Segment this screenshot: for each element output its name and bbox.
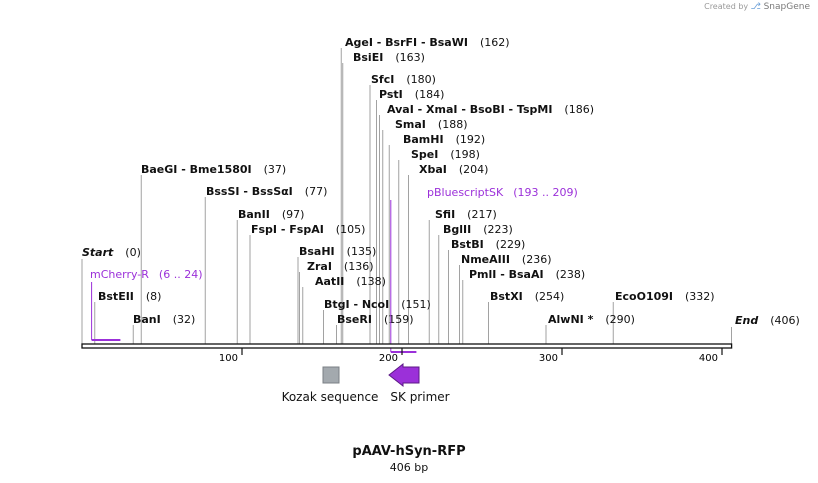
enzyme-sfii-label[interactable]: SfiI	[435, 208, 455, 221]
snapgene-credit: Created by ⎇ SnapGene	[704, 2, 810, 12]
enzyme-aatii-label[interactable]: AatII	[315, 275, 344, 288]
enzyme-avai-xmai-bsobi-tspmi-label[interactable]: AvaI - XmaI - BsoBI - TspMI	[387, 103, 552, 116]
enzyme-pmli-bsaai-label[interactable]: PmlI - BsaAI	[469, 268, 544, 281]
enzyme-ecoo109i-label[interactable]: EcoO109I	[615, 290, 673, 303]
marker-end-label: End	[735, 314, 758, 327]
feature-pbluescriptsk-range: (193 .. 209)	[513, 186, 578, 199]
enzyme-sfci-label[interactable]: SfcI	[371, 73, 394, 86]
enzyme-spei-site: (198)	[450, 148, 480, 161]
marker-start-label: Start	[82, 246, 114, 259]
enzyme-fspi-fspai-site: (105)	[336, 223, 366, 236]
enzyme-bani-label[interactable]: BanI	[133, 313, 161, 326]
marker-end-site: (406)	[770, 314, 800, 327]
enzyme-bsssi-bsss-i-site: (77)	[305, 185, 328, 198]
enzyme-bstbi-label[interactable]: BstBI	[451, 238, 484, 251]
feature-mcherry-r-range: (6 .. 24)	[159, 268, 203, 281]
kozak-sequence-box[interactable]	[322, 366, 340, 384]
plasmid-length: 406 bp	[389, 461, 429, 474]
credit-brand: SnapGene	[763, 2, 810, 12]
enzyme-baegi-bme1580i-label[interactable]: BaeGI - Bme1580I	[141, 163, 252, 176]
enzyme-agei-bsrfi-bsawi-label[interactable]: AgeI - BsrFI - BsaWI	[345, 36, 468, 49]
enzyme-bsahi-site: (135)	[347, 245, 377, 258]
enzyme-bamhi-label[interactable]: BamHI	[403, 133, 444, 146]
enzyme-nmeaiii-site: (236)	[522, 253, 552, 266]
enzyme-bamhi-site: (192)	[456, 133, 486, 146]
enzyme-bsiei-label[interactable]: BsiEI	[353, 51, 383, 64]
enzyme-pmli-bsaai-site: (238)	[556, 268, 586, 281]
axis-tick-label-400: 400	[699, 353, 718, 364]
enzyme-psti-label[interactable]: PstI	[379, 88, 403, 101]
enzyme-bstxi-site: (254)	[535, 290, 565, 303]
marker-start-site: (0)	[125, 246, 141, 259]
enzyme-bstxi-label[interactable]: BstXI	[490, 290, 523, 303]
enzyme-avai-xmai-bsobi-tspmi-site: (186)	[564, 103, 594, 116]
enzyme-baegi-bme1580i-site: (37)	[264, 163, 287, 176]
enzyme-bsteii-site: (8)	[146, 290, 162, 303]
feature-mcherry-r-label[interactable]: mCherry-R	[90, 268, 149, 281]
enzyme-fspi-fspai-label[interactable]: FspI - FspAI	[251, 223, 324, 236]
enzyme-psti-site: (184)	[415, 88, 445, 101]
enzyme-smai-label[interactable]: SmaI	[395, 118, 426, 131]
enzyme-xbai-label[interactable]: XbaI	[419, 163, 447, 176]
enzyme-bseri-label[interactable]: BseRI	[337, 313, 372, 326]
enzyme-bsahi-label[interactable]: BsaHI	[299, 245, 335, 258]
enzyme-ecoo109i-site: (332)	[685, 290, 715, 303]
enzyme-banii-label[interactable]: BanII	[238, 208, 270, 221]
enzyme-agei-bsrfi-bsawi-site: (162)	[480, 36, 510, 49]
enzyme-alwni-label[interactable]: AlwNI *	[548, 313, 594, 326]
sk-primer-label: SK primer	[390, 390, 449, 404]
enzyme-bseri-site: (159)	[384, 313, 414, 326]
enzyme-aatii-site: (138)	[356, 275, 386, 288]
enzyme-xbai-site: (204)	[459, 163, 489, 176]
enzyme-zrai-site: (136)	[344, 260, 374, 273]
credit-prefix: Created by	[704, 2, 749, 11]
enzyme-btgi-ncoi-site: (151)	[401, 298, 431, 311]
enzyme-spei-label[interactable]: SpeI	[411, 148, 438, 161]
enzyme-bstbi-site: (229)	[496, 238, 526, 251]
enzyme-smai-site: (188)	[438, 118, 468, 131]
enzyme-bglii-site: (223)	[483, 223, 513, 236]
enzyme-sfci-site: (180)	[406, 73, 436, 86]
enzyme-nmeaiii-label[interactable]: NmeAIII	[461, 253, 510, 266]
enzyme-btgi-ncoi-label[interactable]: BtgI - NcoI	[324, 298, 389, 311]
axis-tick-label-100: 100	[219, 353, 238, 364]
enzyme-alwni-site: (290)	[605, 313, 635, 326]
plasmid-name: pAAV-hSyn-RFP	[352, 444, 466, 459]
enzyme-zrai-label[interactable]: ZraI	[307, 260, 332, 273]
snapgene-logo-icon: ⎇	[750, 2, 762, 12]
enzyme-bani-site: (32)	[173, 313, 196, 326]
axis-tick-label-300: 300	[539, 353, 558, 364]
axis-tick-label-200: 200	[379, 353, 398, 364]
enzyme-sfii-site: (217)	[467, 208, 497, 221]
sk-primer-arrow-icon[interactable]	[388, 362, 420, 388]
kozak-sequence-label: Kozak sequence	[282, 390, 379, 404]
feature-pbluescriptsk-label[interactable]: pBluescriptSK	[427, 186, 504, 199]
enzyme-bsiei-site: (163)	[395, 51, 425, 64]
enzyme-banii-site: (97)	[282, 208, 305, 221]
enzyme-bsssi-bsss-i-label[interactable]: BssSI - BssSαI	[206, 185, 293, 198]
sequence-axis[interactable]	[81, 343, 733, 349]
enzyme-bsteii-label[interactable]: BstEII	[98, 290, 134, 303]
enzyme-bglii-label[interactable]: BglII	[443, 223, 471, 236]
